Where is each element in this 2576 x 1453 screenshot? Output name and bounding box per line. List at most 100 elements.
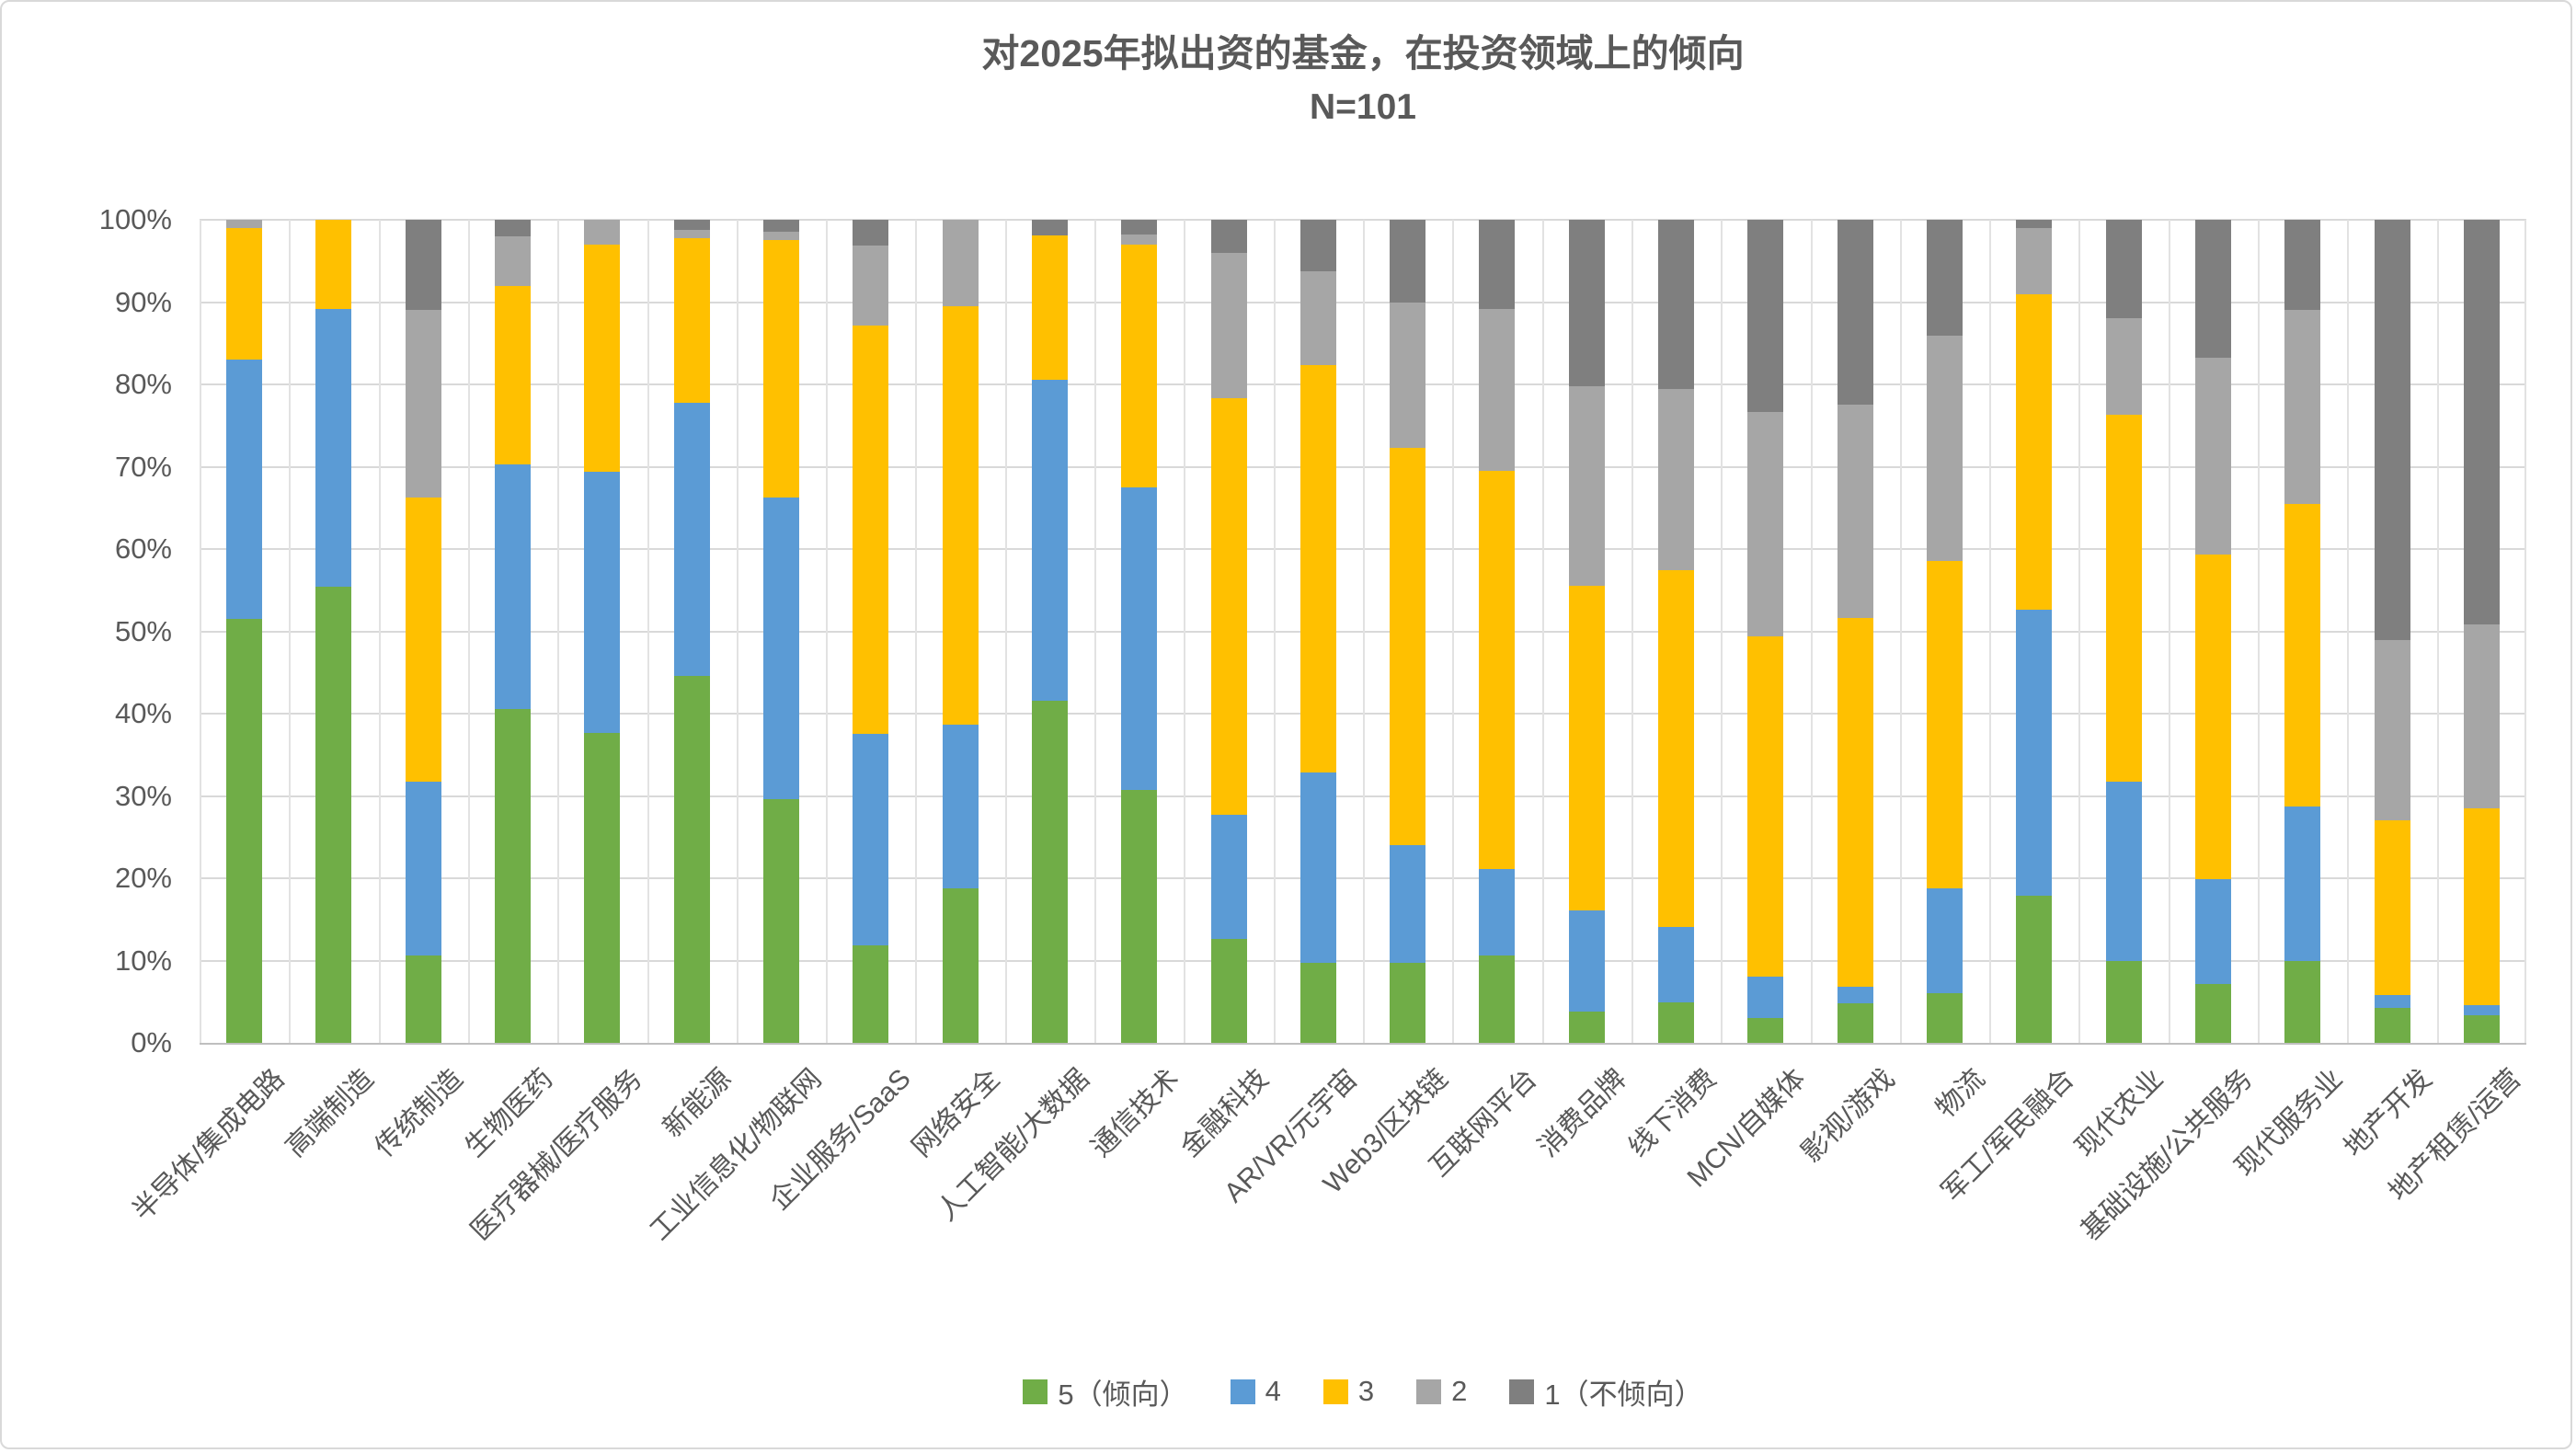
bar-segment-1（不倾向）	[1390, 220, 1426, 303]
gridline-vertical	[2258, 220, 2261, 1043]
legend-swatch-3	[1322, 1379, 1348, 1404]
legend-label-2: 2	[1451, 1375, 1468, 1407]
bar-segment-1（不倾向）	[2463, 220, 2500, 625]
bar-segment-3	[315, 220, 352, 309]
bar-segment-1（不倾向）	[2105, 220, 2142, 319]
bar-segment-2	[2284, 310, 2321, 504]
gridline-vertical	[1184, 220, 1186, 1043]
legend-item-4: 4	[1230, 1375, 1281, 1408]
bar-segment-5（倾向）	[1747, 1018, 1784, 1043]
bar-segment-1（不倾向）	[1837, 220, 1873, 406]
bar-segment-2	[1568, 385, 1605, 587]
bar-segment-2	[1927, 336, 1963, 561]
x-axis-line	[200, 1043, 2526, 1045]
bar-segment-5（倾向）	[315, 587, 352, 1043]
gridline-vertical	[2168, 220, 2170, 1043]
bar-segment-3	[1031, 235, 1068, 380]
bar-segment-3	[1658, 570, 1695, 927]
bar-segment-4	[673, 402, 710, 676]
bar-segment-4	[315, 308, 352, 588]
bar-segment-4	[1568, 910, 1605, 1012]
gridline-vertical	[2436, 220, 2439, 1043]
x-category-label: 消费品牌	[1532, 1063, 1632, 1163]
bar	[1121, 220, 1158, 1043]
bar	[853, 220, 889, 1043]
gridline-vertical	[378, 220, 381, 1043]
bar-segment-1（不倾向）	[2284, 220, 2321, 311]
bar-segment-4	[1747, 977, 1784, 1019]
bar-segment-2	[584, 220, 621, 245]
bar-segment-2	[2374, 640, 2410, 821]
bar-segment-4	[942, 724, 979, 888]
bar-segment-5（倾向）	[584, 733, 621, 1043]
bar-segment-5（倾向）	[1210, 939, 1247, 1043]
bar-segment-2	[2016, 227, 2053, 294]
bar	[942, 220, 979, 1043]
gridline-vertical	[1452, 220, 1455, 1043]
bar-segment-4	[495, 463, 532, 709]
bar-segment-3	[405, 497, 441, 783]
bar-segment-5（倾向）	[495, 708, 532, 1043]
x-category-label: 传统制造	[369, 1063, 469, 1163]
legend-swatch-5	[1023, 1379, 1048, 1404]
gridline-vertical	[467, 220, 470, 1043]
bar	[2105, 220, 2142, 1043]
bar-segment-3	[2284, 503, 2321, 807]
x-category-label: 通信技术	[1085, 1063, 1185, 1163]
bar-segment-1（不倾向）	[1031, 220, 1068, 236]
bar	[673, 220, 710, 1043]
bar	[2284, 220, 2321, 1043]
bar-segment-4	[763, 497, 799, 800]
gridline-vertical	[1363, 220, 1365, 1043]
bar-segment-4	[2463, 1004, 2500, 1015]
bar-segment-1（不倾向）	[1658, 220, 1695, 389]
legend-label-4: 4	[1265, 1375, 1281, 1407]
bar-segment-3	[1390, 447, 1426, 846]
bar-segment-5（倾向）	[405, 955, 441, 1043]
bar-segment-5（倾向）	[1837, 1003, 1873, 1043]
legend-item-1: 1（不倾向）	[1509, 1371, 1703, 1413]
bar-segment-1（不倾向）	[763, 220, 799, 233]
bar-segment-2	[1658, 388, 1695, 571]
bar-segment-4	[1658, 926, 1695, 1003]
gridline-vertical	[915, 220, 918, 1043]
bar-segment-4	[1479, 869, 1516, 956]
legend: 5（倾向） 4 3 2 1（不倾向）	[200, 1368, 2526, 1414]
bar	[226, 220, 263, 1043]
bar-segment-1（不倾向）	[1479, 220, 1516, 309]
bar-segment-5（倾向）	[1031, 700, 1068, 1043]
x-category-label: 高端制造	[280, 1063, 380, 1163]
bar-segment-2	[1121, 235, 1158, 245]
bar-segment-2	[2194, 357, 2231, 555]
bar-segment-1（不倾向）	[1747, 220, 1784, 413]
bar-segment-4	[1299, 772, 1336, 964]
bar-segment-1（不倾向）	[1121, 220, 1158, 235]
bar-segment-5（倾向）	[2374, 1008, 2410, 1043]
bar-segment-1（不倾向）	[853, 220, 889, 246]
x-category-label: 物流	[1929, 1063, 1991, 1125]
bar	[2016, 220, 2053, 1043]
bar-segment-4	[226, 360, 263, 620]
bar-segment-3	[2016, 293, 2053, 611]
bar	[495, 220, 532, 1043]
bar-segment-5（倾向）	[2463, 1014, 2500, 1043]
y-tick-label: 30%	[114, 779, 172, 812]
bar	[1210, 220, 1247, 1043]
bar-segment-2	[2463, 624, 2500, 808]
bar	[2463, 220, 2500, 1043]
bar-segment-2	[763, 232, 799, 241]
bar-segment-4	[2105, 782, 2142, 962]
bar-segment-2	[853, 245, 889, 326]
bar-segment-5（倾向）	[1299, 963, 1336, 1043]
bar-segment-3	[1210, 398, 1247, 816]
bar-segment-3	[495, 285, 532, 464]
bar-segment-3	[1837, 618, 1873, 988]
x-category-label: 半导体/集成电路	[126, 1063, 291, 1228]
y-tick-label: 70%	[114, 450, 172, 483]
bar-segment-3	[1299, 365, 1336, 772]
x-category-label: 影视/游戏	[1795, 1063, 1901, 1169]
bar-segment-2	[1747, 412, 1784, 636]
legend-item-5: 5（倾向）	[1023, 1371, 1188, 1413]
gridline-vertical	[826, 220, 829, 1043]
bar	[1031, 220, 1068, 1043]
